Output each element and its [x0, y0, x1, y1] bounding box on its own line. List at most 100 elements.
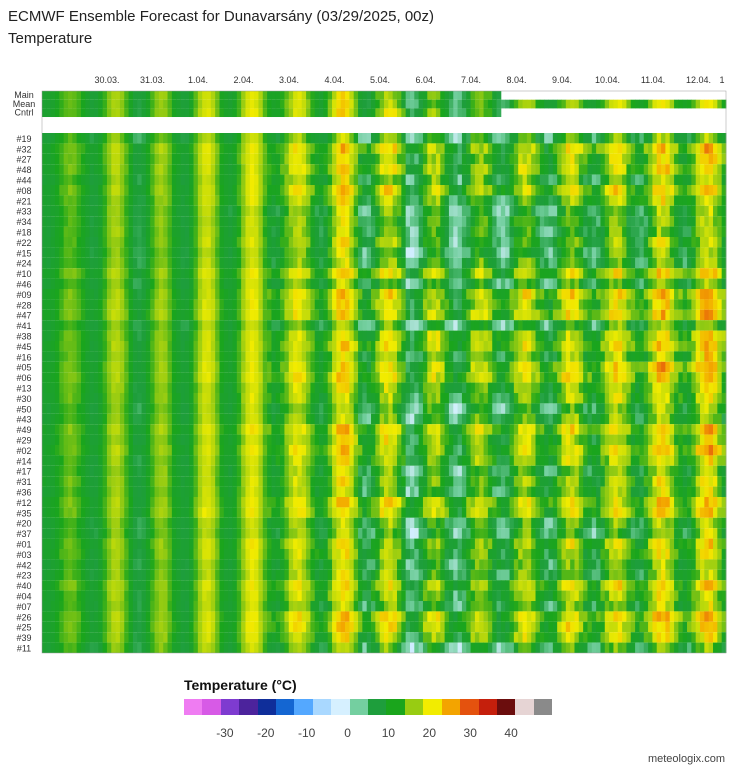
heatmap-cell	[474, 205, 480, 217]
heatmap-cell	[46, 133, 52, 144]
heatmap-cell	[336, 108, 342, 118]
heatmap-cell	[682, 143, 688, 154]
heatmap-cell	[444, 143, 450, 154]
heatmap-cell	[215, 361, 220, 373]
heatmap-cell	[687, 320, 692, 331]
heatmap-cell	[327, 205, 333, 217]
heatmap-cell	[80, 341, 86, 352]
heatmap-cell	[526, 153, 532, 165]
heatmap-cell	[111, 133, 116, 144]
heatmap-row	[42, 195, 727, 206]
heatmap-cell	[492, 278, 497, 289]
heatmap-cell	[574, 403, 580, 414]
heatmap-cell	[652, 278, 658, 289]
heatmap-cell	[643, 174, 649, 185]
heatmap-cell	[336, 393, 342, 404]
heatmap-cell	[422, 278, 428, 289]
heatmap-cell	[674, 99, 679, 109]
heatmap-cell	[180, 320, 186, 331]
heatmap-cell	[42, 424, 47, 435]
heatmap-cell	[197, 361, 203, 373]
heatmap-cell	[85, 257, 91, 269]
heatmap-cell	[565, 185, 571, 196]
heatmap-cell	[613, 278, 619, 289]
heatmap-cell	[483, 216, 489, 227]
heatmap-cell	[267, 185, 272, 196]
heatmap-row	[42, 278, 727, 289]
heatmap-cell	[145, 153, 151, 165]
heatmap-cell	[544, 351, 549, 362]
chart-title: ECMWF Ensemble Forecast for Dunavarsány …	[8, 8, 435, 25]
heatmap-cell	[539, 216, 545, 227]
heatmap-cell	[241, 205, 246, 217]
heatmap-cell	[371, 174, 376, 185]
heatmap-cell	[137, 372, 142, 383]
heatmap-cell	[167, 99, 173, 109]
heatmap-cell	[457, 205, 463, 217]
heatmap-cell	[617, 237, 623, 248]
heatmap-cell	[371, 164, 376, 175]
heatmap-cell	[93, 299, 99, 310]
heatmap-cell	[50, 174, 56, 185]
heatmap-cell	[202, 133, 207, 144]
heatmap-cell	[522, 278, 528, 289]
heatmap-cell	[518, 153, 523, 165]
heatmap-cell	[418, 185, 424, 196]
heatmap-cell	[176, 382, 181, 393]
heatmap-cell	[622, 393, 627, 404]
heatmap-cell	[293, 268, 298, 279]
heatmap-cell	[362, 257, 368, 269]
heatmap-cell	[388, 351, 394, 362]
heatmap-cell	[362, 372, 368, 383]
heatmap-cell	[137, 299, 142, 310]
heatmap-cell	[457, 424, 463, 435]
heatmap-cell	[141, 185, 147, 196]
heatmap-cell	[98, 361, 104, 373]
heatmap-cell	[548, 403, 554, 414]
heatmap-cell	[42, 257, 47, 269]
heatmap-cell	[249, 237, 255, 248]
heatmap-cell	[648, 268, 653, 279]
heatmap-cell	[539, 257, 545, 269]
heatmap-cell	[565, 351, 571, 362]
heatmap-cell	[89, 195, 95, 206]
heatmap-cell	[323, 216, 329, 227]
heatmap-cell	[85, 99, 91, 109]
heatmap-cell	[600, 372, 606, 383]
heatmap-cell	[635, 341, 640, 352]
heatmap-cell	[531, 153, 536, 165]
heatmap-cell	[210, 403, 216, 414]
heatmap-cell	[565, 330, 571, 341]
heatmap-cell	[306, 372, 311, 383]
heatmap-cell	[548, 268, 554, 279]
heatmap-cell	[652, 393, 658, 404]
heatmap-cell	[700, 341, 705, 352]
heatmap-cell	[176, 143, 181, 154]
heatmap-cell	[271, 413, 277, 425]
heatmap-cell	[93, 424, 99, 435]
heatmap-cell	[46, 268, 52, 279]
heatmap-cell	[267, 226, 272, 237]
heatmap-cell	[661, 341, 666, 352]
heatmap-cell	[691, 237, 697, 248]
heatmap-cell	[275, 257, 281, 269]
heatmap-cell	[392, 195, 398, 206]
heatmap-cell	[366, 257, 372, 269]
heatmap-cell	[119, 205, 125, 217]
heatmap-cell	[353, 341, 359, 352]
heatmap-cell	[678, 237, 684, 248]
heatmap-cell	[345, 372, 350, 383]
heatmap-cell	[180, 351, 186, 362]
heatmap-cell	[392, 143, 398, 154]
heatmap-cell	[643, 413, 649, 425]
heatmap-cell	[150, 413, 155, 425]
heatmap-cell	[106, 164, 112, 175]
heatmap-cell	[414, 403, 420, 414]
heatmap-cell	[544, 205, 549, 217]
heatmap-cell	[228, 424, 233, 435]
heatmap-cell	[409, 237, 415, 248]
heatmap-cell	[695, 403, 701, 414]
heatmap-cell	[401, 143, 407, 154]
heatmap-cell	[137, 413, 142, 425]
x-tick-label: 8.04.	[506, 75, 526, 85]
